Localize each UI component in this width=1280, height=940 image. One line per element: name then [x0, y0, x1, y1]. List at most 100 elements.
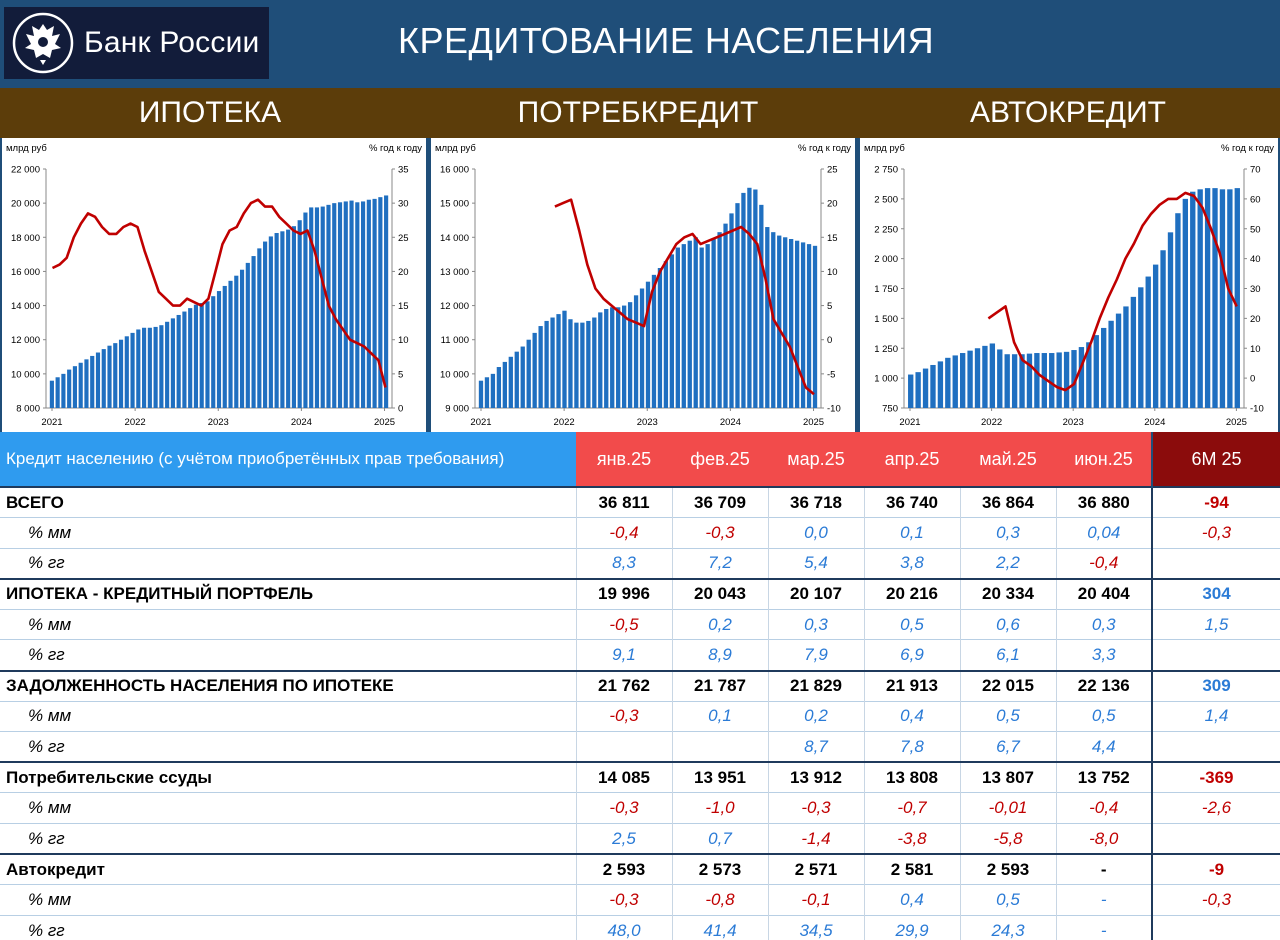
portfolio-bar	[55, 377, 60, 408]
portfolio-bar	[314, 207, 320, 408]
y-tick-label: 12 000	[11, 335, 40, 346]
percent-cell: -0,3	[671, 517, 768, 549]
table-row-mom: % мм -0,3 -0,8 -0,1 0,4 0,5- -0,3	[0, 884, 1280, 916]
portfolio-bar	[67, 369, 72, 408]
portfolio-bar	[959, 353, 966, 408]
portfolio-bar	[538, 326, 543, 408]
portfolio-bar	[1056, 352, 1062, 408]
percent-cell: -0,4	[1055, 792, 1152, 824]
percent-cell: 41,4	[671, 914, 768, 940]
value-cell: -	[1055, 853, 1152, 885]
value-cell: 13 752	[1055, 761, 1152, 793]
portfolio-bar	[332, 203, 337, 408]
chart-mortgage-svg: млрд руб % год к году 8 000 10 000 12 000 14 …	[6, 143, 422, 428]
portfolio-bar	[508, 356, 513, 408]
portfolio-bar	[967, 350, 973, 408]
percent-cell: 6,7	[959, 731, 1056, 763]
portfolio-bar	[747, 187, 752, 408]
portfolio-bar	[193, 304, 199, 408]
percent-cell: -8,0	[1055, 823, 1152, 855]
portfolio-bar	[800, 242, 806, 408]
portfolio-bar	[355, 202, 360, 408]
x-tick-label: 2021	[470, 417, 491, 428]
portfolio-bar	[945, 357, 951, 408]
portfolio-bar	[610, 307, 615, 408]
portfolio-bar	[320, 206, 325, 408]
y-tick-label: 12 000	[440, 301, 469, 312]
y-axis-unit-label: млрд руб	[864, 143, 905, 154]
portfolio-bar	[1108, 320, 1114, 408]
value-cell: 36 880	[1055, 486, 1152, 518]
x-tick-label: 2025	[1226, 417, 1247, 428]
yoy-growth-line	[554, 198, 815, 396]
portfolio-bar	[1160, 250, 1166, 408]
portfolio-bar	[222, 285, 227, 408]
portfolio-bar	[922, 368, 929, 408]
portfolio-bar	[349, 200, 354, 408]
portfolio-bar	[598, 312, 603, 408]
portfolio-bar	[514, 351, 519, 408]
portfolio-bar	[586, 320, 591, 408]
percent-cell: -	[1055, 914, 1152, 940]
y-tick-label: 2 750	[874, 165, 898, 176]
portfolio-bar	[663, 261, 669, 408]
value-cell: 20 043	[671, 577, 768, 610]
percent-cell: -0,4	[1055, 547, 1152, 579]
value-cell: 21 829	[767, 669, 864, 702]
value-cell: 36 709	[671, 486, 768, 518]
section-title-auto: АВТОКРЕДИТ	[969, 96, 1167, 129]
portfolio-bar	[574, 322, 579, 408]
x-tick-label: 2022	[125, 417, 146, 428]
portfolio-bar	[268, 236, 273, 408]
portfolio-bar	[274, 233, 279, 408]
yoy-growth-line	[987, 191, 1238, 392]
table-row-yoy: % гг 2,5 0,7 -1,4 -3,8 -5,8 -8,0	[0, 823, 1280, 855]
portfolio-bar	[711, 238, 716, 408]
portfolio-bar	[95, 352, 101, 408]
month-header: янв.25	[576, 432, 672, 487]
portfolio-bar	[1086, 342, 1092, 408]
y-tick-label: 1 750	[874, 284, 898, 295]
portfolio-bar	[705, 244, 710, 408]
total-percent-cell: -0,3	[1151, 884, 1280, 916]
table-row-main: ИПОТЕКА - КРЕДИТНЫЙ ПОРТФЕЛЬ 19 996 20 043…	[0, 577, 1280, 610]
chart-consumer-svg: млрд руб % год к году 9 000 10 000 11 000 12 …	[435, 143, 851, 428]
portfolio-bar	[170, 318, 175, 408]
portfolio-bar	[982, 345, 988, 408]
percent-cell: -0,1	[767, 884, 864, 916]
row-label: Автокредит	[0, 853, 576, 885]
percent-cell: -0,3	[575, 884, 672, 916]
value-cell: 13 912	[767, 761, 864, 793]
portfolio-bar	[124, 336, 129, 408]
y2-tick-label: 30	[1250, 284, 1261, 295]
percent-cell: -	[1055, 884, 1152, 916]
percent-cell: 34,5	[767, 914, 864, 940]
portfolio-bar	[604, 308, 609, 408]
y2-tick-label: 70	[1250, 165, 1261, 176]
portfolio-bar	[735, 203, 740, 408]
y-tick-label: 16 000	[11, 267, 40, 278]
row-label: ЗАДОЛЖЕННОСТЬ НАСЕЛЕНИЯ ПО ИПОТЕКЕ	[0, 669, 576, 702]
x-tick-label: 2023	[637, 417, 658, 428]
portfolio-bar	[228, 280, 233, 408]
portfolio-bar	[1145, 276, 1151, 408]
portfolio-bar	[645, 281, 651, 408]
percent-cell: 3,8	[863, 547, 960, 579]
portfolio-bar	[199, 303, 204, 408]
value-cell: 22 136	[1055, 669, 1152, 702]
y2-axis-unit-label: % год к году	[369, 143, 422, 154]
total-percent-cell	[1151, 823, 1280, 855]
portfolio-bar	[526, 339, 531, 408]
portfolio-bar	[1011, 354, 1018, 408]
y-tick-label: 2 250	[874, 224, 898, 235]
percent-cell: 7,9	[767, 639, 864, 671]
percent-cell: 0,5	[863, 608, 960, 640]
table-row-main: ВСЕГО 36 811 36 709 36 718 36 740 36 864 36 88…	[0, 486, 1280, 518]
percent-cell: -1,4	[767, 823, 864, 855]
percent-cell: 0,5	[959, 700, 1056, 732]
portfolio-bar	[1004, 354, 1010, 408]
portfolio-bar	[657, 268, 663, 408]
portfolio-bar	[974, 348, 981, 408]
y-tick-label: 2 500	[874, 194, 898, 205]
